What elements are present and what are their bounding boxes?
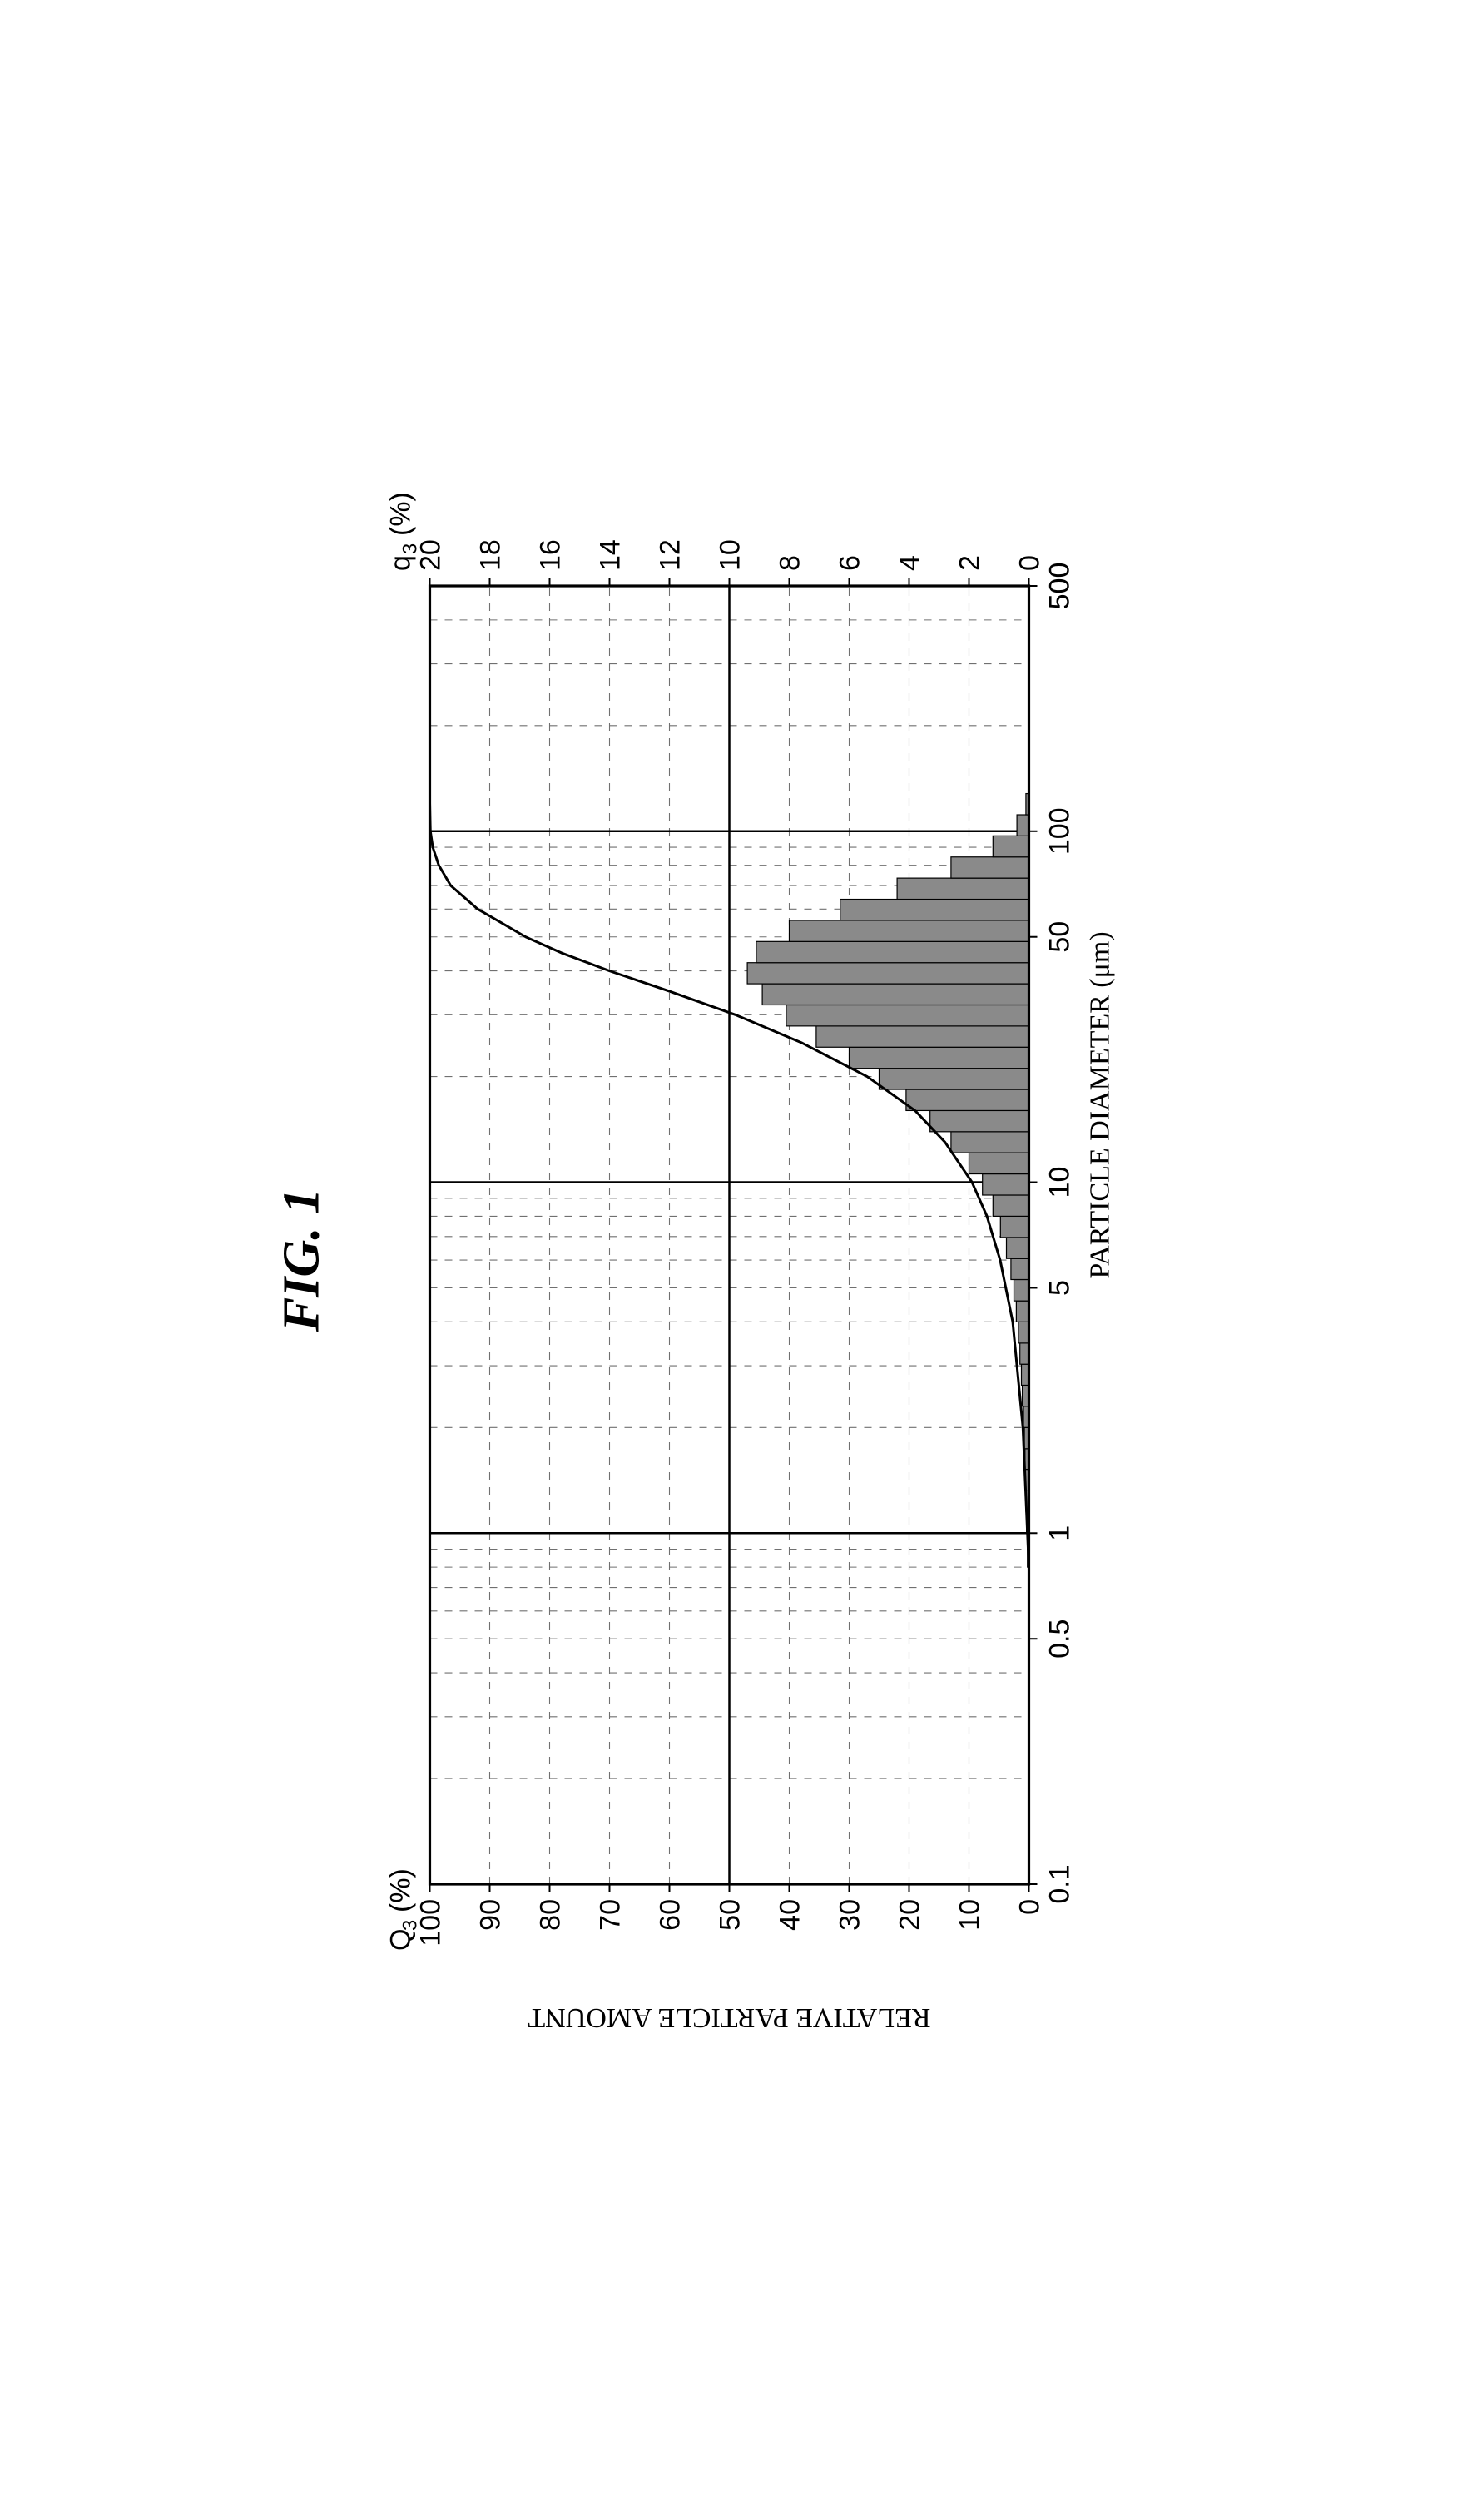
left-tick-label: 90: [474, 1899, 506, 1931]
left-axis-header: Q3 (%): [384, 1868, 421, 1951]
histogram-bar: [950, 1132, 1028, 1153]
right-axis-header: q3 (%): [384, 492, 421, 571]
histogram-bar: [1014, 1279, 1028, 1301]
right-tick-label: 16: [534, 539, 566, 571]
histogram-bar: [1022, 1385, 1028, 1406]
right-tick-label: 2: [954, 555, 985, 571]
histogram-bar: [929, 1110, 1028, 1131]
histogram-bar: [1016, 1301, 1028, 1322]
histogram-bar: [1006, 1238, 1028, 1258]
svg-text:3: 3: [399, 1920, 421, 1931]
y-axis-label: RELATIVE PARTICLE AMOUNT: [528, 2002, 930, 2033]
histogram-bar: [950, 857, 1028, 878]
x-tick-label: 10: [1043, 1167, 1075, 1198]
figure-page: FIG. 1 0102030405060708090100Q3(%)024681…: [272, 428, 1195, 2092]
right-tick-label: 8: [774, 555, 805, 571]
right-tick-label: 4: [894, 555, 925, 571]
histogram-bar: [762, 984, 1028, 1005]
histogram-bar: [1010, 1258, 1028, 1279]
histogram-bar: [897, 878, 1028, 899]
left-tick-label: 80: [534, 1899, 566, 1931]
right-tick-label: 0: [1014, 555, 1045, 571]
particle-distribution-chart: 0102030405060708090100Q3(%)0246810121416…: [346, 428, 1195, 2092]
x-tick-label: 1: [1043, 1525, 1075, 1541]
right-tick-label: 6: [834, 555, 865, 571]
left-tick-label: 60: [654, 1899, 686, 1931]
histogram-bar: [1017, 815, 1028, 836]
histogram-bar: [815, 1026, 1028, 1047]
svg-text:(%): (%): [384, 492, 416, 536]
figure-title: FIG. 1: [272, 428, 331, 2092]
left-tick-label: 30: [834, 1899, 865, 1931]
histogram-bar: [1000, 1216, 1028, 1238]
right-tick-label: 12: [654, 539, 686, 571]
right-tick-label: 14: [594, 539, 626, 571]
right-tick-label: 10: [714, 539, 746, 571]
histogram-bar: [786, 1005, 1028, 1025]
histogram-bar: [840, 900, 1028, 920]
histogram-bar: [756, 941, 1028, 962]
x-tick-label: 0.1: [1043, 1864, 1075, 1903]
histogram-bar: [982, 1174, 1028, 1195]
left-tick-label: 10: [954, 1899, 985, 1931]
histogram-bar: [1019, 1343, 1028, 1364]
left-tick-label: 40: [774, 1899, 805, 1931]
svg-text:3: 3: [399, 543, 421, 554]
histogram-bar: [905, 1089, 1028, 1110]
histogram-bar: [747, 963, 1028, 984]
histogram-bar: [789, 920, 1028, 941]
svg-text:(%): (%): [384, 1868, 416, 1912]
histogram-bar: [849, 1047, 1028, 1068]
right-tick-label: 18: [474, 539, 506, 571]
x-axis-label: PARTICLE DIAMETER (μm): [1084, 931, 1115, 1278]
left-tick-label: 50: [714, 1899, 746, 1931]
svg-text:Q: Q: [384, 1929, 416, 1951]
x-tick-label: 100: [1043, 807, 1075, 855]
x-tick-label: 0.5: [1043, 1620, 1075, 1659]
histogram-bar: [993, 836, 1028, 856]
svg-text:q: q: [384, 555, 416, 571]
histogram-bar: [993, 1195, 1028, 1216]
left-tick-label: 0: [1014, 1899, 1045, 1915]
x-tick-label: 500: [1043, 563, 1075, 610]
x-tick-label: 5: [1043, 1280, 1075, 1296]
histogram-bar: [1018, 1322, 1028, 1343]
left-tick-label: 70: [594, 1899, 626, 1931]
chart-svg: 0102030405060708090100Q3(%)0246810121416…: [346, 428, 1195, 2092]
left-tick-label: 20: [894, 1899, 925, 1931]
histogram-bar: [879, 1069, 1028, 1089]
x-tick-label: 50: [1043, 921, 1075, 953]
histogram-bar: [1021, 1364, 1028, 1385]
histogram-bar: [969, 1153, 1028, 1173]
